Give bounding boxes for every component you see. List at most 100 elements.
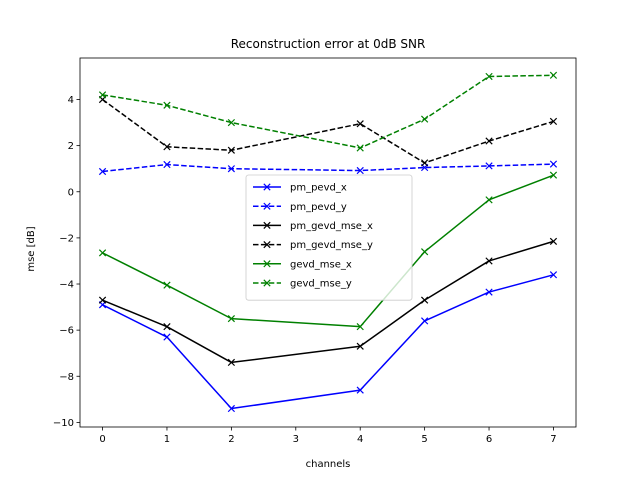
data-point-pm-gevd-mse-y [420,159,429,167]
x-tick-label: 1 [164,434,170,445]
x-tick-label: 7 [550,434,556,445]
marker-stroke [163,323,171,331]
marker-stroke [227,358,236,367]
x-tick-label: 6 [486,434,492,445]
data-point-pm-gevd-mse-y [227,146,236,154]
x-tick-label: 4 [357,434,363,445]
data-point-pm-gevd-mse-x [485,257,493,265]
marker-stroke [98,91,107,99]
y-tick-label: −6 [59,326,74,337]
legend-marker-gevd-mse-x [263,260,271,268]
marker-stroke [549,71,558,79]
marker-stroke [163,160,171,169]
marker-stroke [263,279,271,287]
marker-stroke [420,159,429,167]
data-point-pm-pevd-y [549,160,558,168]
data-point-pm-pevd-x [485,288,493,296]
marker-stroke [549,271,558,279]
x-tick-label: 5 [421,434,427,445]
legend-marker-gevd-mse-y [263,279,271,287]
marker-stroke [263,221,271,230]
marker-stroke [227,165,236,173]
marker-stroke [549,160,558,168]
x-tick-label: 3 [293,434,299,445]
marker-stroke [485,196,493,204]
data-point-pm-gevd-mse-x [98,296,107,304]
data-point-gevd-mse-x [420,248,429,256]
data-point-gevd-mse-x [98,249,107,257]
chart-title: Reconstruction error at 0dB SNR [231,37,426,51]
marker-stroke [356,342,364,350]
data-point-pm-gevd-mse-x [227,358,236,367]
marker-stroke [485,288,493,296]
marker-stroke [163,143,171,151]
marker-stroke [163,281,171,289]
data-point-gevd-mse-x [227,314,236,323]
data-point-pm-gevd-mse-y [485,137,493,145]
y-tick-label: −8 [59,372,74,383]
x-tick-label: 0 [99,434,105,445]
legend-label-pm-pevd-x: pm_pevd_x [290,183,347,194]
y-tick-label: 4 [68,95,74,106]
data-point-pm-gevd-mse-x [549,237,558,245]
data-point-pm-pevd-x [356,386,364,394]
data-point-gevd-mse-y [420,115,429,123]
marker-stroke [227,146,236,154]
y-axis-label: mse [dB] [26,226,37,271]
data-point-pm-gevd-mse-x [356,342,364,350]
marker-stroke [227,118,236,127]
marker-stroke [98,167,107,176]
data-point-pm-gevd-mse-y [549,117,558,126]
marker-stroke [356,323,364,331]
legend-marker-pm-gevd-mse-x [263,221,271,230]
legend-marker-pm-gevd-mse-y [263,240,271,249]
legend-box [245,174,413,301]
data-point-gevd-mse-y [485,72,493,81]
data-point-gevd-mse-y [549,71,558,79]
y-tick-label: 2 [68,141,74,152]
marker-stroke [485,162,493,170]
data-point-pm-pevd-y [356,166,364,175]
legend-label-pm-pevd-y: pm_pevd_y [290,202,347,213]
data-point-pm-gevd-mse-y [163,143,171,151]
legend-label-pm-gevd-mse-y: pm_gevd_mse_y [290,240,373,251]
marker-stroke [263,240,271,249]
legend: pm_pevd_x pm_pevd_y pm_gevd_mse_x pm_gevd_m… [245,174,413,301]
legend-marker-pm-pevd-y [263,202,271,210]
y-tick-label: −4 [59,280,74,291]
data-point-pm-gevd-mse-x [420,296,429,304]
legend-marker-pm-pevd-x [263,183,271,191]
marker-stroke [356,386,364,394]
data-point-pm-pevd-x [549,271,558,279]
legend-label-pm-gevd-mse-x: pm_gevd_mse_x [290,221,373,232]
marker-stroke [263,183,271,191]
y-tick-label: −2 [59,233,74,244]
marker-stroke [163,101,171,109]
marker-stroke [420,248,429,256]
data-point-pm-pevd-y [98,167,107,176]
marker-stroke [420,317,429,325]
marker-stroke [420,296,429,304]
marker-stroke [549,117,558,126]
data-point-pm-pevd-x [163,333,171,341]
y-tick-label: 0 [68,187,74,198]
data-point-pm-pevd-x [420,317,429,325]
marker-stroke [163,333,171,341]
data-point-gevd-mse-x [356,323,364,331]
marker-stroke [356,144,364,152]
marker-stroke [263,202,271,210]
data-point-pm-pevd-y [485,162,493,170]
data-point-gevd-mse-y [98,91,107,99]
y-tick-label: −10 [53,418,74,429]
marker-stroke [98,249,107,257]
marker-stroke [549,171,558,179]
marker-stroke [98,296,107,304]
marker-stroke [356,120,364,128]
data-point-pm-gevd-mse-x [163,323,171,331]
marker-stroke [227,404,236,413]
marker-stroke [485,257,493,265]
data-point-pm-pevd-y [163,160,171,169]
marker-stroke [356,166,364,175]
plot-area: 0 1 2 3 4 5 6 7 −10 −8 −6 −4 −2 0 2 4 [53,57,577,445]
